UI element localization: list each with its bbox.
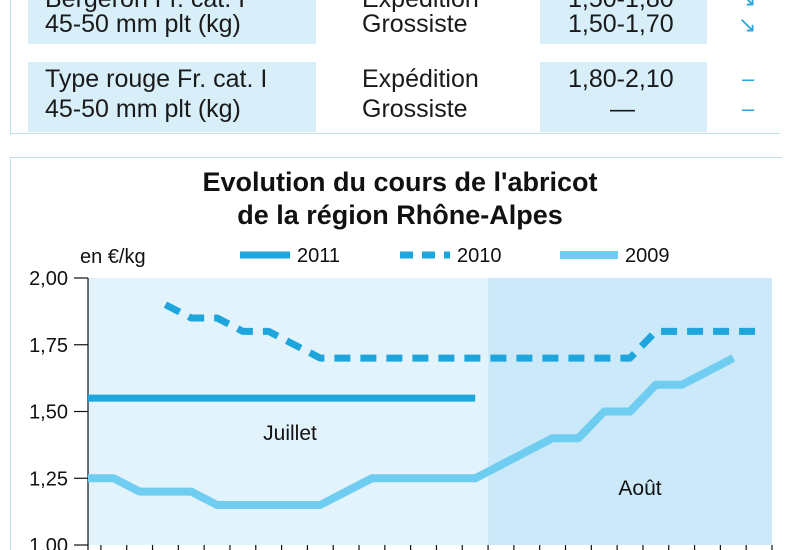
legend-label-2010: 2010 <box>457 245 502 267</box>
chart-title-line1: Evolution du cours de l'abricot <box>202 167 598 197</box>
period-label-august: Août <box>618 477 661 500</box>
row1-price-line2: 1,50-1,70 <box>568 10 674 38</box>
row1-price-line1: 1,50-1,80 <box>568 0 674 14</box>
y-tick-label: 1,50 <box>29 402 68 424</box>
table-left-border <box>10 0 11 135</box>
y-tick-label: 1,25 <box>29 468 68 490</box>
row1-trend-icon-1: ↘ <box>738 0 756 12</box>
row2-product-line2: 45-50 mm plt (kg) <box>45 95 241 123</box>
chart-title-line2: de la région Rhône-Alpes <box>237 200 563 230</box>
row2-price-line1: 1,80-2,10 <box>568 65 674 93</box>
chart-top-border <box>10 157 782 158</box>
row1-trend-icon-2: ↘ <box>738 12 757 37</box>
row1-product-bg <box>28 0 316 44</box>
row2-product-line1: Type rouge Fr. cat. I <box>45 65 268 93</box>
row1-stage-line2: Grossiste <box>362 10 468 38</box>
row1-product-line1: Bergeron Fr. cat. I <box>45 0 245 14</box>
y-tick-label: 2,00 <box>29 268 68 290</box>
row1-price-bg <box>540 0 707 44</box>
chart-left-border <box>10 157 11 550</box>
row2-stage-line1: Expédition <box>362 65 479 93</box>
price-table: Bergeron Fr. cat. I 45-50 mm plt (kg) Ex… <box>0 0 800 135</box>
row2-product-bg <box>28 62 316 132</box>
series-line-2010 <box>163 301 760 362</box>
y-tick-label: 1,00 <box>29 535 68 550</box>
row2-stage-line2: Grossiste <box>362 95 468 123</box>
row1-stage-line1: Expédition <box>362 0 479 14</box>
table-bottom-border <box>10 133 780 134</box>
row2-trend-icon-2: – <box>742 96 755 121</box>
series-line-2009 <box>88 354 736 509</box>
y-tick-label: 1,75 <box>29 335 68 357</box>
row2-trend-icon-1: – <box>742 66 755 91</box>
plot-bg-july <box>88 278 489 545</box>
period-label-july: Juillet <box>263 422 317 445</box>
row2-price-line2: — <box>610 95 635 123</box>
legend-label-2011: 2011 <box>297 245 340 267</box>
legend-label-2009: 2009 <box>625 245 670 267</box>
y-axis-label: en €/kg <box>80 246 146 268</box>
row1-product-line2: 45-50 mm plt (kg) <box>45 10 241 38</box>
row2-price-bg <box>540 62 707 132</box>
